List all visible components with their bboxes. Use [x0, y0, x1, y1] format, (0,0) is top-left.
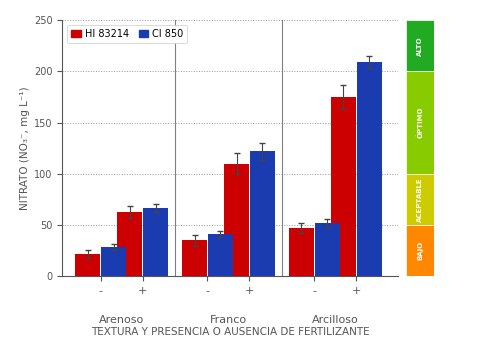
Bar	[315, 223, 340, 276]
Bar	[182, 241, 207, 276]
Bar	[406, 71, 434, 174]
X-axis label: TEXTURA Y PRESENCIA O AUSENCIA DE FERTILIZANTE: TEXTURA Y PRESENCIA O AUSENCIA DE FERTIL…	[91, 327, 370, 337]
Bar	[289, 228, 313, 276]
Text: Arcilloso: Arcilloso	[312, 315, 359, 325]
Bar	[118, 212, 142, 276]
Text: ACEPTABLE: ACEPTABLE	[417, 177, 423, 222]
Bar	[331, 97, 356, 276]
Bar	[144, 208, 168, 276]
Text: Arenoso: Arenoso	[99, 315, 144, 325]
Bar	[406, 174, 434, 225]
Text: Franco: Franco	[210, 315, 247, 325]
Legend: HI 83214, CI 850: HI 83214, CI 850	[67, 25, 187, 43]
Text: ALTO: ALTO	[417, 36, 423, 56]
Bar	[406, 225, 434, 276]
Bar	[208, 234, 233, 276]
Y-axis label: NITRATO (NO₃⁻, mg L⁻¹): NITRATO (NO₃⁻, mg L⁻¹)	[20, 87, 30, 210]
Bar	[406, 20, 434, 71]
Bar	[250, 151, 275, 276]
Text: ÓPTIMO: ÓPTIMO	[417, 107, 423, 139]
Bar	[357, 62, 382, 276]
Bar	[224, 164, 249, 276]
Bar	[75, 254, 100, 276]
Bar	[101, 247, 126, 276]
Text: BAJO: BAJO	[417, 241, 423, 260]
